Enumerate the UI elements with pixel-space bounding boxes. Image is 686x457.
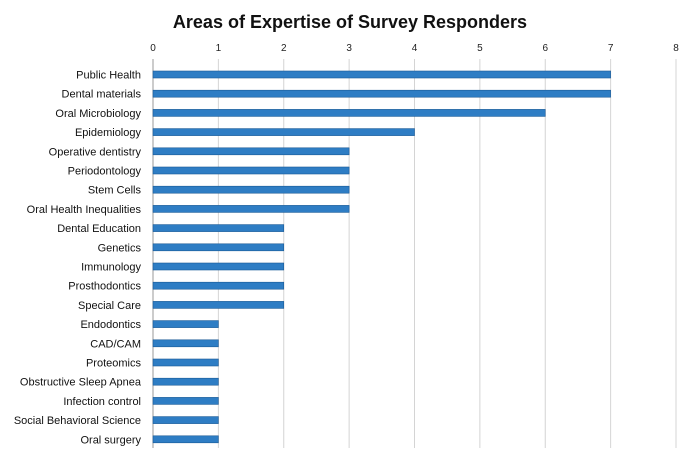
bar xyxy=(152,205,350,213)
bar xyxy=(152,185,350,194)
bar xyxy=(152,339,219,348)
bar xyxy=(152,377,219,386)
category-label: Operative dentistry xyxy=(49,146,142,158)
category-label: Public Health xyxy=(76,70,141,82)
x-tick-label: 0 xyxy=(150,43,156,54)
category-label: Stem Cells xyxy=(88,185,142,197)
category-label: Dental materials xyxy=(62,89,142,101)
bar xyxy=(152,262,285,271)
bar xyxy=(152,397,219,405)
x-tick-label: 6 xyxy=(542,43,548,54)
category-label: Social Behavioral Science xyxy=(14,415,141,427)
category-label: Endodontics xyxy=(80,319,141,331)
x-tick-label: 5 xyxy=(477,43,483,54)
x-tick-label: 4 xyxy=(412,43,418,54)
grid-lines xyxy=(152,59,677,448)
category-label: Immunology xyxy=(81,262,141,274)
category-label: Prosthodontics xyxy=(68,281,141,293)
category-label: Obstructive Sleep Apnea xyxy=(20,377,142,389)
x-tick-label: 1 xyxy=(216,43,222,54)
category-label: Dental Education xyxy=(57,223,141,235)
bar xyxy=(152,301,285,309)
bar xyxy=(152,128,415,136)
category-label: Infection control xyxy=(63,396,141,408)
x-axis-ticks: 0 1 2 3 4 5 6 7 8 xyxy=(150,43,679,54)
category-label: Epidemiology xyxy=(75,127,142,139)
bar xyxy=(152,89,611,98)
bar xyxy=(152,435,219,444)
bar xyxy=(152,109,546,117)
category-label: Oral surgery xyxy=(80,434,141,446)
category-labels: Public Health Dental materials Oral Microb… xyxy=(14,70,142,447)
bar xyxy=(152,166,350,175)
category-label: Periodontology xyxy=(68,166,142,178)
bar xyxy=(152,70,611,79)
category-label: Oral Microbiology xyxy=(55,108,141,120)
category-label: Genetics xyxy=(98,242,142,254)
bar xyxy=(152,281,285,290)
bar xyxy=(152,224,285,232)
bars xyxy=(152,70,611,444)
chart-title: Areas of Expertise of Survey Responders xyxy=(173,12,527,32)
x-tick-label: 2 xyxy=(281,43,287,54)
category-label: Special Care xyxy=(78,300,141,312)
bar xyxy=(152,243,285,252)
bar xyxy=(152,416,219,424)
category-label: Proteomics xyxy=(86,358,142,370)
bar xyxy=(152,320,219,328)
x-tick-label: 3 xyxy=(346,43,352,54)
category-label: Oral Health Inequalities xyxy=(27,204,142,216)
category-label: CAD/CAM xyxy=(90,338,141,350)
x-tick-label: 8 xyxy=(673,43,679,54)
bar xyxy=(152,147,350,156)
bar xyxy=(152,358,219,367)
x-tick-label: 7 xyxy=(608,43,614,54)
